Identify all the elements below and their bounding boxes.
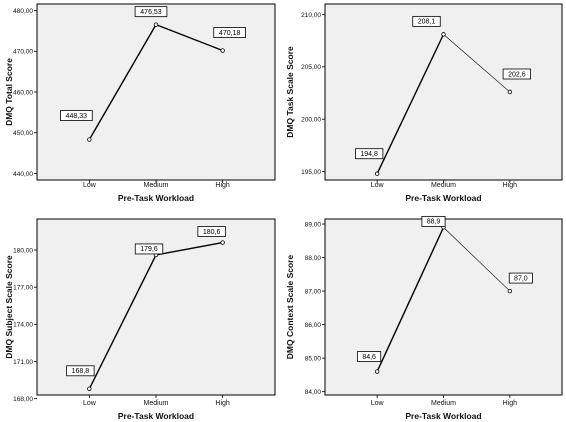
chart-4: 84,00 85,00 86,00 87,00 88,00 89,00 Low Medium H… (285, 215, 563, 421)
y-tick-label: 88,00 (305, 255, 322, 262)
data-label-box (412, 15, 441, 27)
data-label: 180,6 (203, 229, 221, 236)
data-point (220, 48, 225, 53)
data-label-box (508, 272, 533, 284)
data-label: 194,8 (360, 151, 378, 158)
x-tick-label: Low (83, 400, 97, 407)
y-tick-label: 200,00 (301, 117, 321, 124)
x-tick-label: Medium (431, 400, 456, 407)
x-axis-title: Pre-Task Workload (118, 193, 194, 203)
series-line-segment (88, 254, 157, 390)
data-point (87, 386, 92, 392)
data-point (507, 288, 513, 294)
data-label: 448,33 (66, 113, 88, 120)
series-line-segment (88, 24, 157, 140)
series-line-segment (443, 227, 511, 292)
y-axis-title: DMQ Task Scale Score (285, 46, 295, 138)
x-tick-label: Low (83, 182, 97, 189)
chart-2: 195,00 200,00 205,00 210,00 Low Medium High Pre… (285, 3, 563, 203)
data-label: 179,6 (140, 246, 158, 253)
y-tick-label: 480,00 (13, 8, 33, 15)
x-tick-label: High (503, 400, 518, 407)
data-label-box (502, 68, 532, 80)
x-axis-title: Pre-Task Workload (405, 193, 481, 203)
data-point (220, 240, 225, 245)
data-label-box (197, 226, 226, 237)
x-tick-label: High (503, 182, 518, 189)
data-label-box (357, 351, 382, 362)
data-label-box (66, 365, 95, 377)
data-label: 476,53 (140, 9, 162, 16)
y-tick-label: 210,00 (301, 12, 321, 19)
chart-3: 168,00 171,00 174,00 177,00 180,00 Low Medium H… (4, 218, 276, 421)
series-line-segment (376, 34, 445, 175)
x-tick-label: Low (371, 182, 385, 189)
data-label-box (134, 243, 164, 255)
y-axis-title: DMQ Context Scale Score (285, 255, 295, 360)
series-line-segment (155, 241, 223, 256)
y-tick-label: 205,00 (301, 64, 321, 71)
data-label-box (60, 110, 93, 121)
data-label: 84,6 (362, 354, 376, 361)
y-axis-title: DMQ Subject Scale Score (4, 255, 14, 359)
data-label: 168,8 (72, 368, 90, 375)
y-tick-label: 84,00 (305, 389, 322, 396)
series-line-segment (155, 24, 223, 52)
plot-area (324, 218, 563, 396)
y-tick-label: 195,00 (301, 169, 321, 176)
y-tick-label: 460,00 (13, 89, 33, 96)
series-line-segment (443, 34, 511, 93)
y-axis-title: DMQ Total Score (4, 58, 14, 126)
data-label: 87,0 (514, 275, 528, 282)
x-tick-label: High (215, 400, 230, 407)
x-tick-label: Medium (431, 182, 456, 189)
y-tick-label: 89,00 (305, 221, 322, 228)
series-line-segment (376, 227, 445, 372)
y-tick-label: 87,00 (305, 288, 322, 295)
data-point (87, 137, 92, 142)
x-tick-label: High (215, 182, 230, 189)
y-tick-label: 174,00 (13, 322, 33, 329)
data-label-box (354, 148, 384, 160)
y-tick-label: 440,00 (13, 171, 33, 178)
data-point (507, 89, 513, 95)
data-label: 202,6 (508, 71, 526, 78)
y-tick-label: 168,00 (13, 396, 33, 403)
data-point (374, 171, 380, 176)
y-tick-label: 85,00 (305, 355, 322, 362)
y-tick-label: 86,00 (305, 322, 322, 329)
y-tick-label: 470,00 (13, 49, 33, 56)
data-label-box (213, 27, 246, 38)
data-label-box (134, 6, 168, 18)
y-tick-label: 177,00 (13, 284, 33, 291)
data-label: 88,9 (427, 219, 441, 226)
x-tick-label: Low (371, 400, 385, 407)
y-tick-label: 171,00 (13, 359, 33, 366)
x-axis-title: Pre-Task Workload (118, 411, 194, 421)
x-tick-label: Medium (144, 400, 169, 407)
chart-1: 440,00 450,00 460,00 470,00 480,00 Low Medium H… (4, 3, 276, 203)
data-label-box (421, 215, 446, 227)
data-label: 470,18 (219, 30, 241, 37)
x-tick-label: Medium (144, 182, 169, 189)
data-point (153, 22, 159, 27)
x-axis-title: Pre-Task Workload (405, 411, 481, 421)
data-point (441, 32, 446, 37)
data-label: 208,1 (418, 19, 436, 26)
y-tick-label: 180,00 (13, 247, 33, 254)
y-tick-label: 450,00 (13, 130, 33, 137)
data-point (374, 369, 380, 374)
